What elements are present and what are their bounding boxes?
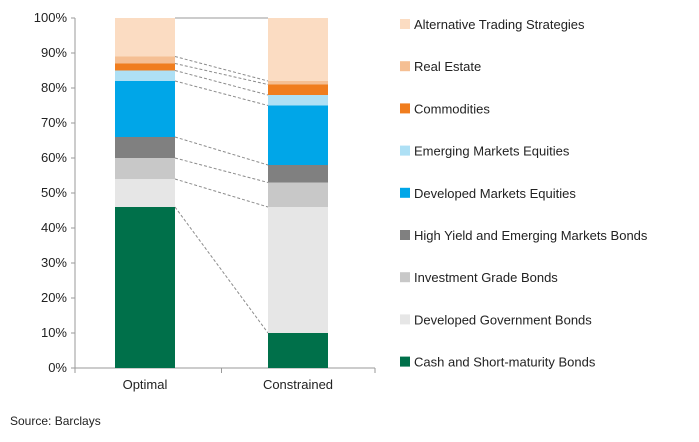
bar-segment [115, 158, 175, 179]
legend-swatch [400, 272, 410, 283]
bar-segment [115, 63, 175, 71]
category-label: Constrained [263, 377, 333, 392]
y-tick-labels: 0% 10% 20% 30% 40% 50% 60% 70% 80% 90% 100% [34, 10, 75, 375]
bar-segment [115, 179, 175, 207]
legend-swatch [400, 103, 410, 114]
y-tick-label: 10% [41, 325, 67, 340]
bars [115, 18, 328, 368]
bar-segment [268, 81, 328, 85]
legend-label: Real Estate [414, 59, 481, 74]
bar-segment [268, 95, 328, 106]
legend-swatch [400, 19, 410, 29]
connector-line [174, 56, 269, 82]
legend-swatch [400, 230, 410, 240]
bar-segment [268, 84, 328, 95]
bar-segment [268, 165, 328, 183]
y-tick-label: 90% [41, 45, 67, 60]
bar-segment [115, 207, 175, 368]
source-note: Source: Barclays [10, 414, 101, 428]
bar-segment [115, 137, 175, 158]
category-labels: Optimal Constrained [74, 368, 376, 392]
legend-label: Alternative Trading Strategies [414, 17, 585, 32]
y-tick-label: 40% [41, 220, 67, 235]
connector-line [174, 206, 269, 334]
y-tick-label: 20% [41, 290, 67, 305]
legend-swatch [400, 356, 410, 367]
y-tick-label: 30% [41, 255, 67, 270]
connector-line [174, 136, 269, 166]
legend-label: Developed Government Bonds [414, 312, 592, 327]
legend-swatch [400, 314, 410, 325]
bar-segment [115, 70, 175, 81]
bar-segment [268, 182, 328, 207]
legend-swatch [400, 145, 410, 156]
legend-label: High Yield and Emerging Markets Bonds [414, 228, 648, 243]
legend-label: Commodities [414, 101, 490, 116]
legend-label: Investment Grade Bonds [414, 270, 558, 285]
legend-label: Emerging Markets Equities [414, 144, 570, 159]
y-tick-label: 70% [41, 115, 67, 130]
legend: Alternative Trading Strategies Real Estat… [400, 17, 648, 370]
legend-label: Cash and Short-maturity Bonds [414, 355, 596, 370]
bar-segment [268, 105, 328, 165]
bar-segment [268, 18, 328, 81]
connector-line [174, 70, 269, 96]
bar-segment [268, 333, 328, 368]
y-tick-label: 50% [41, 185, 67, 200]
bar-segment [268, 207, 328, 333]
legend-swatch [400, 187, 410, 198]
y-tick-label: 80% [41, 80, 67, 95]
category-label: Optimal [123, 377, 168, 392]
legend-label: Developed Markets Equities [414, 186, 576, 201]
legend-swatch [400, 61, 410, 72]
y-tick-label: 0% [48, 360, 67, 375]
y-tick-label: 100% [34, 10, 68, 25]
connector-line [174, 178, 269, 208]
connector-lines [174, 17, 269, 334]
connector-line [174, 80, 269, 106]
connector-line [174, 63, 269, 85]
y-tick-label: 60% [41, 150, 67, 165]
bar-segment [115, 56, 175, 64]
bar-segment [115, 81, 175, 137]
bar-segment [115, 18, 175, 57]
connector-line [174, 157, 269, 183]
